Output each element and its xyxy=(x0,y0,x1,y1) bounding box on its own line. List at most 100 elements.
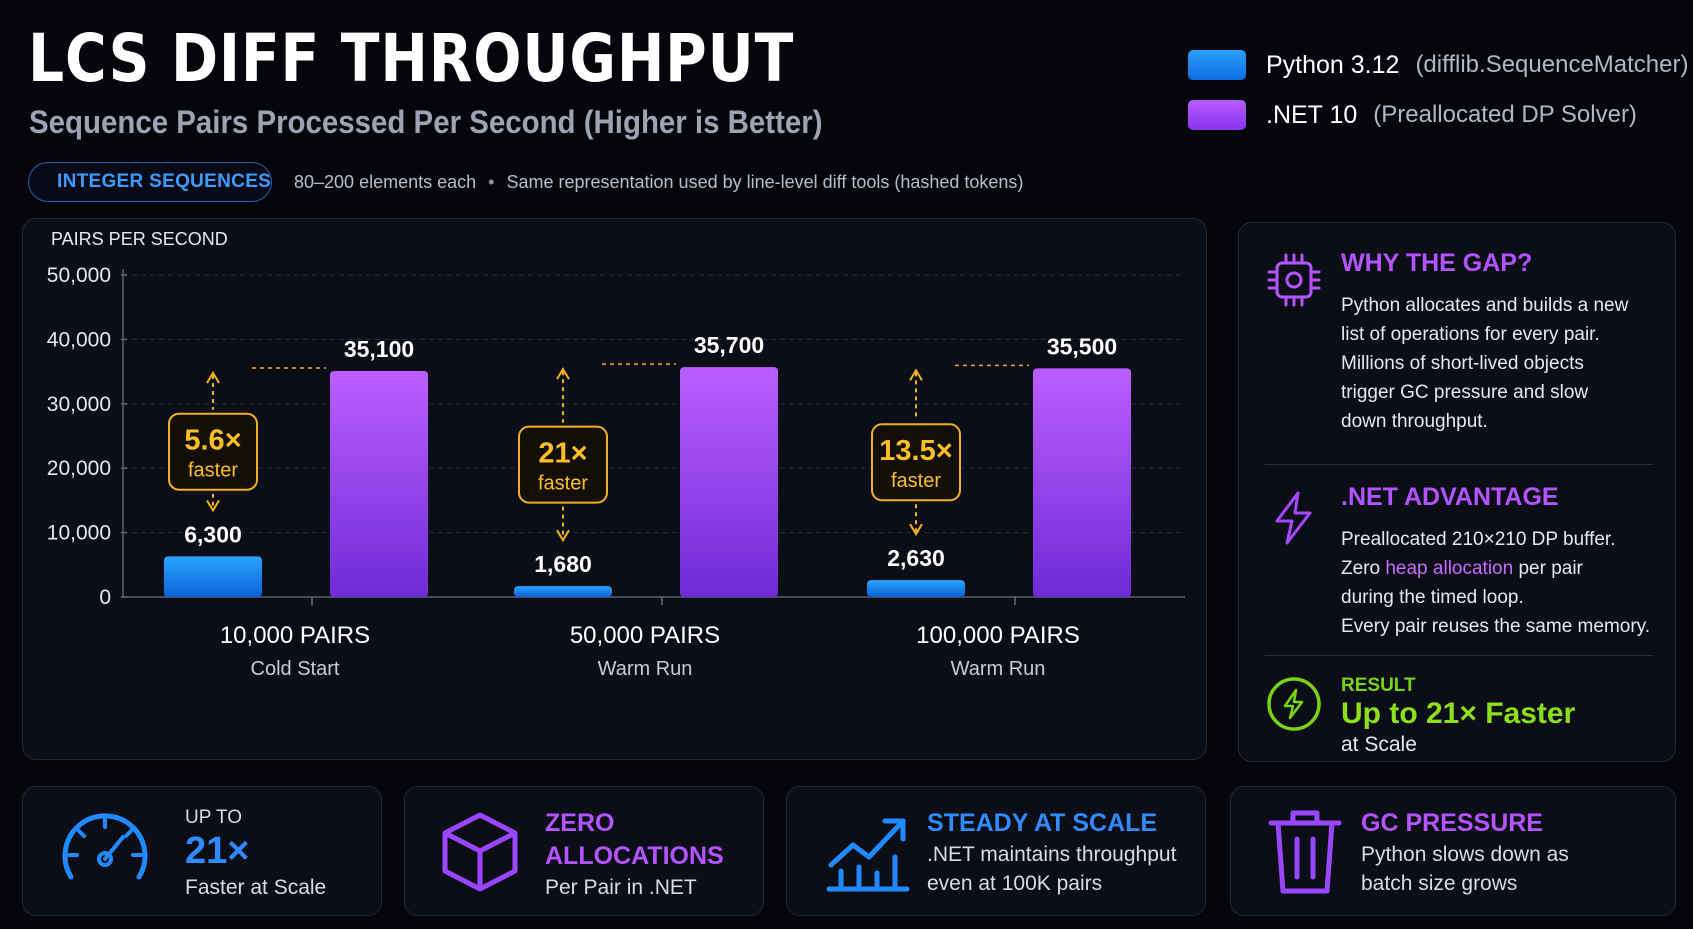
trash-icon xyxy=(1268,810,1342,894)
x-category-sublabel: Warm Run xyxy=(951,658,1046,680)
allocation-card-head1: ZERO xyxy=(545,809,615,837)
result-value: Up to 21× Faster xyxy=(1341,697,1576,730)
speedup-badge xyxy=(518,425,608,504)
bar-value-label: 2,630 xyxy=(887,545,945,571)
sequence-info: 80–200 elements each • Same representation… xyxy=(294,172,1023,193)
annotation-arrow-up xyxy=(909,368,923,381)
elements-info: 80–200 elements each xyxy=(294,172,477,192)
bar-python xyxy=(867,580,965,597)
y-tick-label: 0 xyxy=(99,586,111,609)
why-line: list of operations for every pair. xyxy=(1341,324,1600,345)
result-section: RESULT Up to 21× Faster at Scale xyxy=(1265,671,1655,757)
why-section: WHY THE GAP? Python allocates and builds… xyxy=(1265,249,1655,432)
bolt-circle-icon xyxy=(1267,677,1321,731)
y-tick-label: 40,000 xyxy=(47,328,111,351)
annotation-arrow-up xyxy=(206,371,220,384)
why-body: Python allocates and builds a new list o… xyxy=(1341,291,1661,436)
allocation-card-sub: Per Pair in .NET xyxy=(545,876,697,899)
advantage-line: Preallocated 210×210 DP buffer. xyxy=(1341,529,1616,550)
speedup-badge xyxy=(168,412,258,491)
info-separator: • xyxy=(488,172,495,192)
advantage-title: .NET ADVANTAGE xyxy=(1341,483,1559,511)
why-line: down throughput. xyxy=(1341,411,1488,432)
badge-label: INTEGER SEQUENCES xyxy=(57,171,272,192)
bar-value-label: 1,680 xyxy=(534,551,592,577)
speedup-value: 21× xyxy=(538,438,587,470)
legend-name-python: Python 3.12 xyxy=(1266,50,1400,79)
gc-card-line: Python slows down as xyxy=(1361,843,1569,866)
speed-card: UP TO 21× Faster at Scale xyxy=(22,786,382,916)
bar-python xyxy=(164,556,262,597)
x-category-label: 100,000 PAIRS xyxy=(916,622,1080,649)
cube-icon xyxy=(442,812,518,892)
y-tick-label: 30,000 xyxy=(47,393,111,416)
speedup-text: faster xyxy=(538,473,588,495)
legend-swatch-python xyxy=(1188,50,1246,80)
x-category-label: 10,000 PAIRS xyxy=(220,622,370,649)
bar-python xyxy=(514,586,612,597)
legend-item-python: Python 3.12 (difflib.SequenceMatcher) xyxy=(1188,40,1688,90)
cpu-chip-icon xyxy=(1267,253,1321,307)
bar-value-label: 35,500 xyxy=(1047,333,1117,359)
y-tick-label: 10,000 xyxy=(47,522,111,545)
allocation-card: ZERO ALLOCATIONS Per Pair in .NET xyxy=(404,786,764,916)
legend-desc-python: (difflib.SequenceMatcher) xyxy=(1415,51,1689,78)
x-category-label: 50,000 PAIRS xyxy=(570,622,720,649)
why-line: Python allocates and builds a new xyxy=(1341,295,1629,316)
legend-item-dotnet: .NET 10 (Preallocated DP Solver) xyxy=(1188,90,1688,140)
speedup-badge xyxy=(871,423,961,502)
speedup-text: faster xyxy=(891,470,941,492)
scale-card-text: STEADY AT SCALE .NET maintains throughpu… xyxy=(927,807,1176,898)
lightning-icon xyxy=(1275,491,1312,545)
result-sub: at Scale xyxy=(1341,733,1417,756)
scale-card-head: STEADY AT SCALE xyxy=(927,809,1158,837)
legend-swatch-dotnet xyxy=(1188,100,1246,130)
heap-allocation-highlight: heap allocation xyxy=(1385,558,1514,579)
legend-desc-dotnet: (Preallocated DP Solver) xyxy=(1373,101,1637,128)
x-category-sublabel: Cold Start xyxy=(251,658,340,680)
speed-card-sub: Faster at Scale xyxy=(185,876,327,899)
bar-value-label: 35,100 xyxy=(344,336,414,362)
annotation-arrow-down xyxy=(206,499,220,513)
allocation-card-text: ZERO ALLOCATIONS Per Pair in .NET xyxy=(545,807,724,902)
chart-panel: PAIRS PER SECOND 0 10,000 20,000 30,000 40,00… xyxy=(22,218,1207,760)
page-subtitle: Sequence Pairs Processed Per Second (Hig… xyxy=(29,104,823,140)
bar-chart: PAIRS PER SECOND 0 10,000 20,000 30,000 40,00… xyxy=(47,229,1185,680)
x-category-sublabel: Warm Run xyxy=(598,658,693,680)
bar-value-label: 6,300 xyxy=(184,521,242,547)
speedup-value: 5.6× xyxy=(184,425,241,457)
advantage-line: during the timed loop. xyxy=(1341,587,1524,608)
bar-dotnet xyxy=(330,370,428,597)
speedup-value: 13.5× xyxy=(879,435,952,467)
speed-card-text: UP TO 21× Faster at Scale xyxy=(185,807,326,902)
annotation-arrow-down xyxy=(556,529,570,543)
advantage-line: Every pair reuses the same memory. xyxy=(1341,616,1651,637)
allocation-card-head2: ALLOCATIONS xyxy=(545,842,724,870)
legend: Python 3.12 (difflib.SequenceMatcher) .N… xyxy=(1188,40,1688,140)
advantage-line: Zero heap allocation per pair xyxy=(1341,554,1671,583)
speed-card-small: UP TO xyxy=(185,807,243,828)
gc-card-text: GC PRESSURE Python slows down as batch s… xyxy=(1361,807,1569,898)
insight-panel: WHY THE GAP? Python allocates and builds… xyxy=(1238,222,1676,762)
why-title: WHY THE GAP? xyxy=(1341,249,1533,277)
gc-card: GC PRESSURE Python slows down as batch s… xyxy=(1230,786,1676,916)
bar-dotnet xyxy=(680,367,778,597)
speedup-text: faster xyxy=(188,460,238,482)
side-divider xyxy=(1265,655,1653,656)
y-tick-label: 20,000 xyxy=(47,457,111,480)
side-divider xyxy=(1265,464,1653,465)
gc-card-head: GC PRESSURE xyxy=(1361,809,1543,837)
why-line: Millions of short-lived objects xyxy=(1341,353,1584,374)
y-axis-title: PAIRS PER SECOND xyxy=(51,229,228,249)
why-line: trigger GC pressure and slow xyxy=(1341,382,1589,403)
scale-card-line: .NET maintains throughput xyxy=(927,843,1177,866)
advantage-section: .NET ADVANTAGE Preallocated 210×210 DP b… xyxy=(1265,483,1655,637)
gc-card-line: batch size grows xyxy=(1361,872,1518,895)
bar-dotnet xyxy=(1033,368,1131,597)
advantage-body: Preallocated 210×210 DP buffer. Zero hea… xyxy=(1341,525,1671,641)
y-tick-label: 50,000 xyxy=(47,264,111,287)
scale-card-line: even at 100K pairs xyxy=(927,872,1103,895)
representation-note: Same representation used by line-level d… xyxy=(506,172,1024,192)
result-label: RESULT xyxy=(1341,675,1416,696)
sequence-type-badge: INTEGER SEQUENCES xyxy=(28,162,272,202)
